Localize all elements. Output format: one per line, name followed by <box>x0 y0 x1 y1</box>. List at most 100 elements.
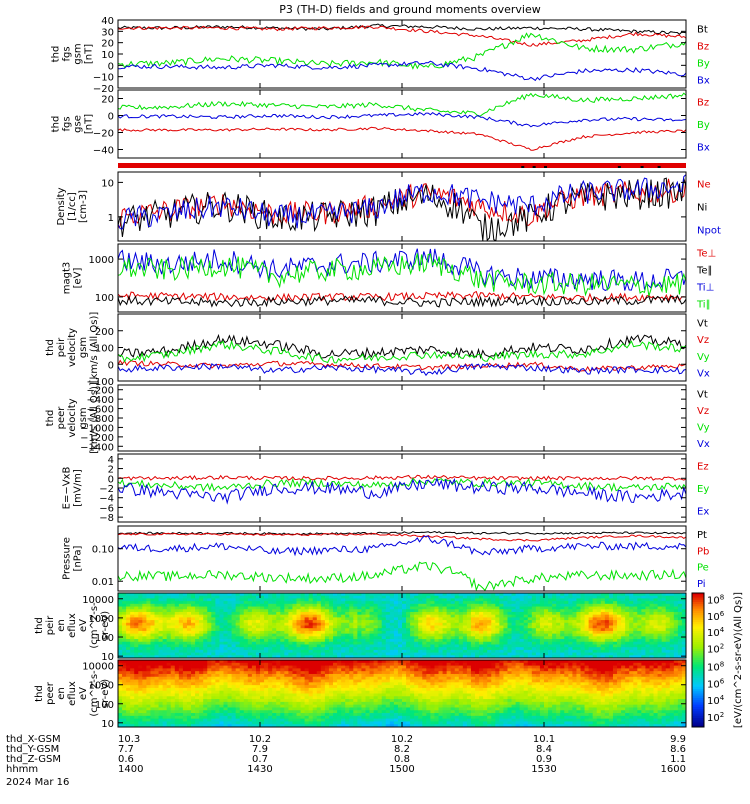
heatmap-cell <box>337 666 341 669</box>
heatmap-cell <box>268 642 272 645</box>
heatmap-cell <box>130 598 134 601</box>
heatmap-cell <box>512 604 516 607</box>
heatmap-cell <box>244 647 248 650</box>
heatmap-cell <box>654 612 658 615</box>
heatmap-cell <box>248 663 252 666</box>
heatmap-cell <box>333 680 337 683</box>
heatmap-cell <box>443 639 447 642</box>
heatmap-cell <box>256 609 260 612</box>
heatmap-cell <box>544 644 548 647</box>
heatmap-cell <box>516 639 520 642</box>
heatmap-cell <box>487 636 491 639</box>
heatmap-cell <box>560 631 564 634</box>
heatmap-cell <box>260 710 264 713</box>
heatmap-cell <box>167 677 171 680</box>
heatmap-cell <box>495 620 499 623</box>
heatmap-cell <box>305 612 309 615</box>
heatmap-cell <box>301 628 305 631</box>
heatmap-cell <box>122 623 126 626</box>
heatmap-cell <box>333 694 337 697</box>
heatmap-cell <box>244 721 248 724</box>
heatmap-cell <box>219 647 223 650</box>
heatmap-cell <box>536 642 540 645</box>
heatmap-cell <box>187 653 191 656</box>
heatmap-cell <box>199 620 203 623</box>
heatmap-cell <box>617 628 621 631</box>
heatmap-cell <box>301 612 305 615</box>
heatmap-cell <box>297 604 301 607</box>
heatmap-cell <box>272 647 276 650</box>
heatmap-cell <box>321 650 325 653</box>
legend-entry-ti: Ti⊥ <box>696 283 714 294</box>
heatmap-cell <box>499 644 503 647</box>
heatmap-cell <box>544 596 548 599</box>
heatmap-cell <box>532 636 536 639</box>
heatmap-cell <box>292 713 296 716</box>
heatmap-cell <box>341 604 345 607</box>
heatmap-cell <box>268 612 272 615</box>
heatmap-cell <box>284 694 288 697</box>
heatmap-cell <box>179 601 183 604</box>
heatmap-cell <box>276 631 280 634</box>
heatmap-cell <box>317 636 321 639</box>
heatmap-cell <box>280 644 284 647</box>
heatmap-cell <box>126 617 130 620</box>
heatmap-cell <box>167 685 171 688</box>
heatmap-cell <box>337 623 341 626</box>
heatmap-cell <box>134 604 138 607</box>
heatmap-cell <box>662 615 666 618</box>
heatmap-cell <box>329 642 333 645</box>
heatmap-cell <box>138 668 142 671</box>
heatmap-cell <box>317 620 321 623</box>
heatmap-cell <box>280 696 284 699</box>
heatmap-cell <box>228 642 232 645</box>
heatmap-cell <box>613 650 617 653</box>
heatmap-cell <box>256 631 260 634</box>
heatmap-cell <box>507 653 511 656</box>
heatmap-cell <box>292 615 296 618</box>
heatmap-cell <box>447 628 451 631</box>
heatmap-cell <box>581 647 585 650</box>
heatmap-cell <box>150 620 154 623</box>
heatmap-cell <box>568 634 572 637</box>
heatmap-cell <box>305 620 309 623</box>
heatmap-cell <box>443 631 447 634</box>
heatmap-cell <box>337 612 341 615</box>
heatmap-cell <box>516 598 520 601</box>
heatmap-cell <box>609 642 613 645</box>
heatmap-cell <box>434 647 438 650</box>
heatmap-cell <box>503 634 507 637</box>
heatmap-cell <box>134 719 138 722</box>
heatmap-cell <box>236 702 240 705</box>
heatmap-cell <box>609 615 613 618</box>
heatmap-cell <box>479 653 483 656</box>
heatmap-cell <box>305 719 309 722</box>
heatmap-cell <box>658 639 662 642</box>
heatmap-cell <box>171 663 175 666</box>
heatmap-cell <box>175 598 179 601</box>
heatmap-cell <box>142 647 146 650</box>
heatmap-cell <box>142 636 146 639</box>
heatmap-cell <box>649 644 653 647</box>
heatmap-cell <box>272 598 276 601</box>
heatmap-cell <box>406 653 410 656</box>
heatmap-cell <box>297 713 301 716</box>
heatmap-cell <box>215 707 219 710</box>
heatmap-cell <box>313 615 317 618</box>
heatmap-cell <box>374 653 378 656</box>
heatmap-cell <box>333 719 337 722</box>
heatmap-cell <box>552 647 556 650</box>
heatmap-cell <box>138 663 142 666</box>
heatmap-cell <box>666 653 670 656</box>
heatmap-cell <box>447 634 451 637</box>
heatmap-cell <box>483 628 487 631</box>
heatmap-cell <box>146 671 150 674</box>
heatmap-cell <box>536 653 540 656</box>
heatmap-cell <box>532 601 536 604</box>
heatmap-cell <box>292 688 296 691</box>
heatmap-cell <box>520 601 524 604</box>
heatmap-cell <box>301 671 305 674</box>
heatmap-cell <box>252 719 256 722</box>
heatmap-cell <box>199 628 203 631</box>
heatmap-cell <box>321 688 325 691</box>
